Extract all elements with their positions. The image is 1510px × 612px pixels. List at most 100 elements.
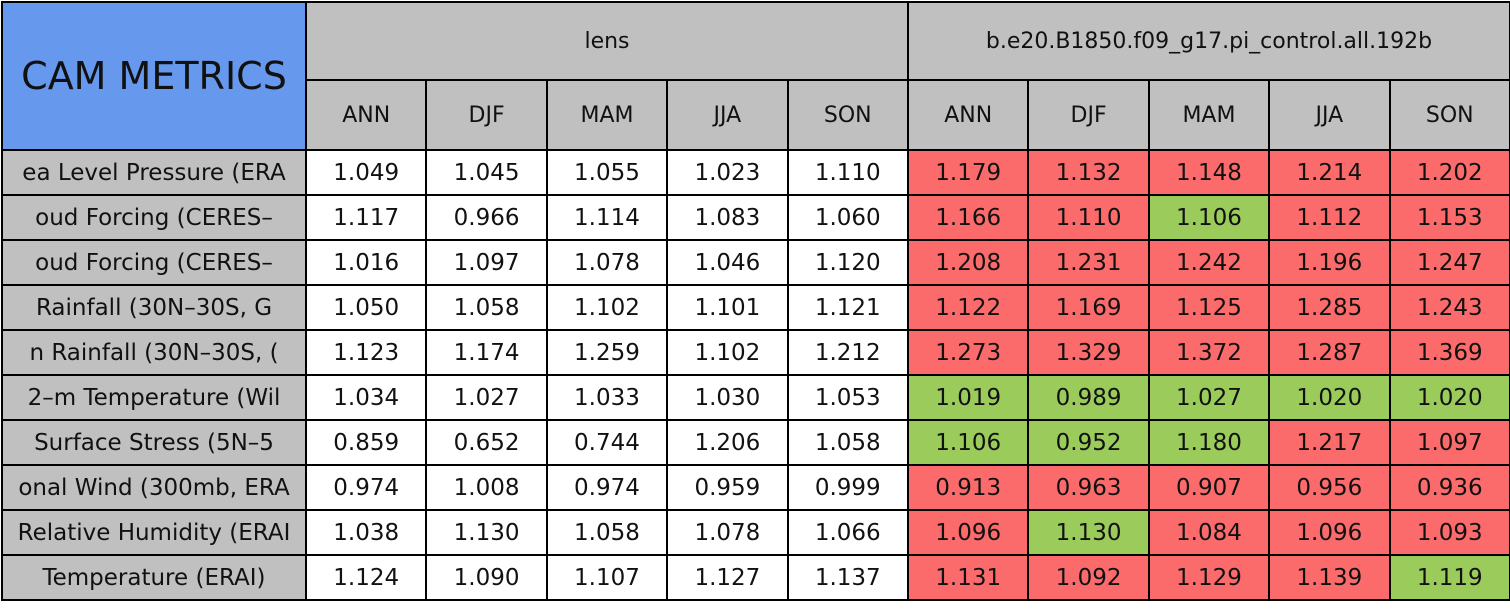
value-cell: 1.129 bbox=[1147, 554, 1271, 601]
value-cell: 1.130 bbox=[425, 509, 548, 556]
value-cell: 1.078 bbox=[545, 239, 669, 286]
value-cell: 1.097 bbox=[1388, 419, 1510, 466]
value-cell: 1.020 bbox=[1388, 374, 1510, 421]
value-cell: 1.045 bbox=[425, 149, 548, 196]
value-cell: 1.034 bbox=[304, 374, 428, 421]
column-header: MAM bbox=[1147, 79, 1271, 151]
value-cell: 1.114 bbox=[545, 194, 669, 241]
value-cell: 1.033 bbox=[545, 374, 669, 421]
data-row: 2–m Temperature (Wil 1.034 1.027 1.033 1.030… bbox=[1, 374, 1510, 421]
value-cell: 0.989 bbox=[1027, 374, 1150, 421]
value-cell: 0.952 bbox=[1027, 419, 1150, 466]
column-header: ANN bbox=[906, 79, 1030, 151]
table-title: CAM METRICS bbox=[1, 1, 307, 151]
value-cell: 1.027 bbox=[1147, 374, 1271, 421]
value-cell: 1.148 bbox=[1147, 149, 1271, 196]
value-cell: 1.130 bbox=[1027, 509, 1150, 556]
row-label: Rainfall (30N–30S, G bbox=[1, 284, 307, 331]
value-cell: 1.247 bbox=[1388, 239, 1510, 286]
value-cell: 1.110 bbox=[1027, 194, 1150, 241]
value-cell: 0.999 bbox=[786, 464, 909, 511]
value-cell: 0.974 bbox=[545, 464, 669, 511]
column-header: DJF bbox=[1027, 79, 1150, 151]
value-cell: 1.008 bbox=[425, 464, 548, 511]
row-label: ea Level Pressure (ERA bbox=[1, 149, 307, 196]
value-cell: 1.132 bbox=[1027, 149, 1150, 196]
value-cell: 1.139 bbox=[1268, 554, 1391, 601]
data-row: Surface Stress (5N–5 0.859 0.652 0.744 1.206… bbox=[1, 419, 1510, 466]
data-row: Relative Humidity (ERAI 1.038 1.130 1.058 1.… bbox=[1, 509, 1510, 556]
value-cell: 1.329 bbox=[1027, 329, 1150, 376]
value-cell: 1.097 bbox=[425, 239, 548, 286]
value-cell: 1.106 bbox=[906, 419, 1030, 466]
value-cell: 1.208 bbox=[906, 239, 1030, 286]
value-cell: 1.131 bbox=[906, 554, 1030, 601]
value-cell: 1.372 bbox=[1147, 329, 1271, 376]
value-cell: 1.217 bbox=[1268, 419, 1391, 466]
value-cell: 1.046 bbox=[666, 239, 789, 286]
value-cell: 0.907 bbox=[1147, 464, 1271, 511]
value-cell: 1.202 bbox=[1388, 149, 1510, 196]
row-label: Relative Humidity (ERAI bbox=[1, 509, 307, 556]
row-label: onal Wind (300mb, ERA bbox=[1, 464, 307, 511]
value-cell: 1.066 bbox=[786, 509, 909, 556]
column-header: SON bbox=[786, 79, 909, 151]
value-cell: 1.117 bbox=[304, 194, 428, 241]
value-cell: 1.093 bbox=[1388, 509, 1510, 556]
value-cell: 1.119 bbox=[1388, 554, 1510, 601]
value-cell: 1.078 bbox=[666, 509, 789, 556]
value-cell: 1.153 bbox=[1388, 194, 1510, 241]
row-label: 2–m Temperature (Wil bbox=[1, 374, 307, 421]
value-cell: 0.963 bbox=[1027, 464, 1150, 511]
value-cell: 1.166 bbox=[906, 194, 1030, 241]
value-cell: 1.179 bbox=[906, 149, 1030, 196]
value-cell: 1.242 bbox=[1147, 239, 1271, 286]
data-row: oud Forcing (CERES– 1.117 0.966 1.114 1.083 1… bbox=[1, 194, 1510, 241]
value-cell: 1.038 bbox=[304, 509, 428, 556]
group-header: lens bbox=[305, 1, 909, 81]
value-cell: 1.023 bbox=[666, 149, 789, 196]
row-label: Surface Stress (5N–5 bbox=[1, 419, 307, 466]
value-cell: 1.122 bbox=[906, 284, 1030, 331]
data-row: onal Wind (300mb, ERA 0.974 1.008 0.974 0.95… bbox=[1, 464, 1510, 511]
group-header: b.e20.B1850.f09_g17.pi_control.all.192b bbox=[906, 1, 1510, 81]
value-cell: 0.744 bbox=[545, 419, 669, 466]
value-cell: 1.243 bbox=[1388, 284, 1510, 331]
value-cell: 0.936 bbox=[1388, 464, 1510, 511]
value-cell: 1.369 bbox=[1388, 329, 1510, 376]
value-cell: 1.174 bbox=[425, 329, 548, 376]
value-cell: 1.030 bbox=[666, 374, 789, 421]
row-label: oud Forcing (CERES– bbox=[1, 239, 307, 286]
value-cell: 0.913 bbox=[906, 464, 1030, 511]
column-header: JJA bbox=[1268, 79, 1391, 151]
value-cell: 1.206 bbox=[666, 419, 789, 466]
value-cell: 1.212 bbox=[786, 329, 909, 376]
value-cell: 1.112 bbox=[1268, 194, 1391, 241]
value-cell: 1.084 bbox=[1147, 509, 1271, 556]
value-cell: 1.019 bbox=[906, 374, 1030, 421]
value-cell: 1.058 bbox=[545, 509, 669, 556]
value-cell: 1.027 bbox=[425, 374, 548, 421]
value-cell: 1.127 bbox=[666, 554, 789, 601]
data-row: Temperature (ERAI) 1.124 1.090 1.107 1.127 1.… bbox=[1, 554, 1510, 601]
value-cell: 1.214 bbox=[1268, 149, 1391, 196]
group-header-row: CAM METRICS lens b.e20.B1850.f09_g17.pi_co… bbox=[1, 1, 1510, 151]
column-header: SON bbox=[1388, 79, 1510, 151]
value-cell: 1.120 bbox=[786, 239, 909, 286]
value-cell: 1.169 bbox=[1027, 284, 1150, 331]
column-header-row: ANN DJF MAM JJA SON ANN DJF MAM JJA SON bbox=[2, 79, 1510, 151]
value-cell: 1.125 bbox=[1147, 284, 1271, 331]
value-cell: 0.974 bbox=[304, 464, 428, 511]
data-row: Rainfall (30N–30S, G 1.050 1.058 1.102 1.101… bbox=[1, 284, 1510, 331]
value-cell: 1.106 bbox=[1147, 194, 1271, 241]
row-label: oud Forcing (CERES– bbox=[1, 194, 307, 241]
value-cell: 1.055 bbox=[545, 149, 669, 196]
value-cell: 1.287 bbox=[1268, 329, 1391, 376]
metrics-table: CAM METRICS lens b.e20.B1850.f09_g17.pi_co… bbox=[1, 1, 1510, 601]
value-cell: 1.259 bbox=[545, 329, 669, 376]
value-cell: 1.137 bbox=[786, 554, 909, 601]
value-cell: 1.096 bbox=[1268, 509, 1391, 556]
data-row: ea Level Pressure (ERA 1.049 1.045 1.055 1.0… bbox=[1, 149, 1510, 196]
value-cell: 1.110 bbox=[786, 149, 909, 196]
